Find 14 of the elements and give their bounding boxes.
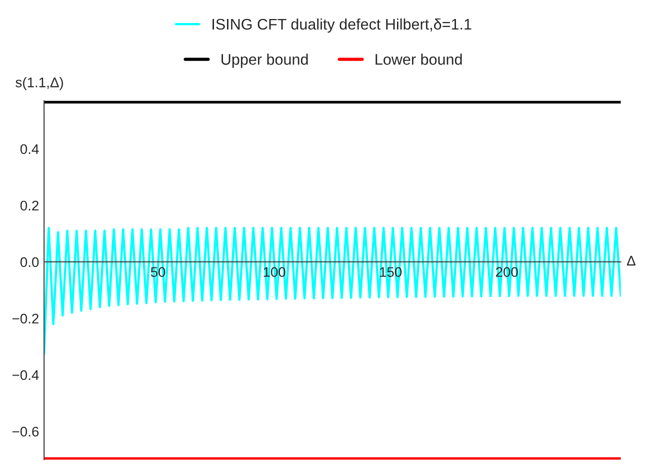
y-tick-label: −0.4 (12, 370, 39, 380)
y-tick-label: 0.0 (20, 257, 39, 268)
x-tick-label: 200 (496, 267, 518, 277)
y-tick-label: 0.2 (20, 200, 39, 211)
y-tick-label: −0.2 (12, 314, 39, 324)
line-series (44, 226, 621, 355)
y-axis-title: s(1.1,Δ) (16, 77, 64, 90)
legend-label: Lower bound (376, 54, 462, 65)
y-tick-label: 0.4 (20, 144, 39, 154)
y-tick-label: −0.6 (12, 426, 39, 437)
legend-label: ISING CFT duality defect Hilbert,δ=1.1 (212, 18, 472, 33)
legend-label: Upper bound (222, 54, 308, 68)
x-tick-label: 100 (264, 267, 286, 277)
x-axis-title: Δ (626, 256, 636, 266)
